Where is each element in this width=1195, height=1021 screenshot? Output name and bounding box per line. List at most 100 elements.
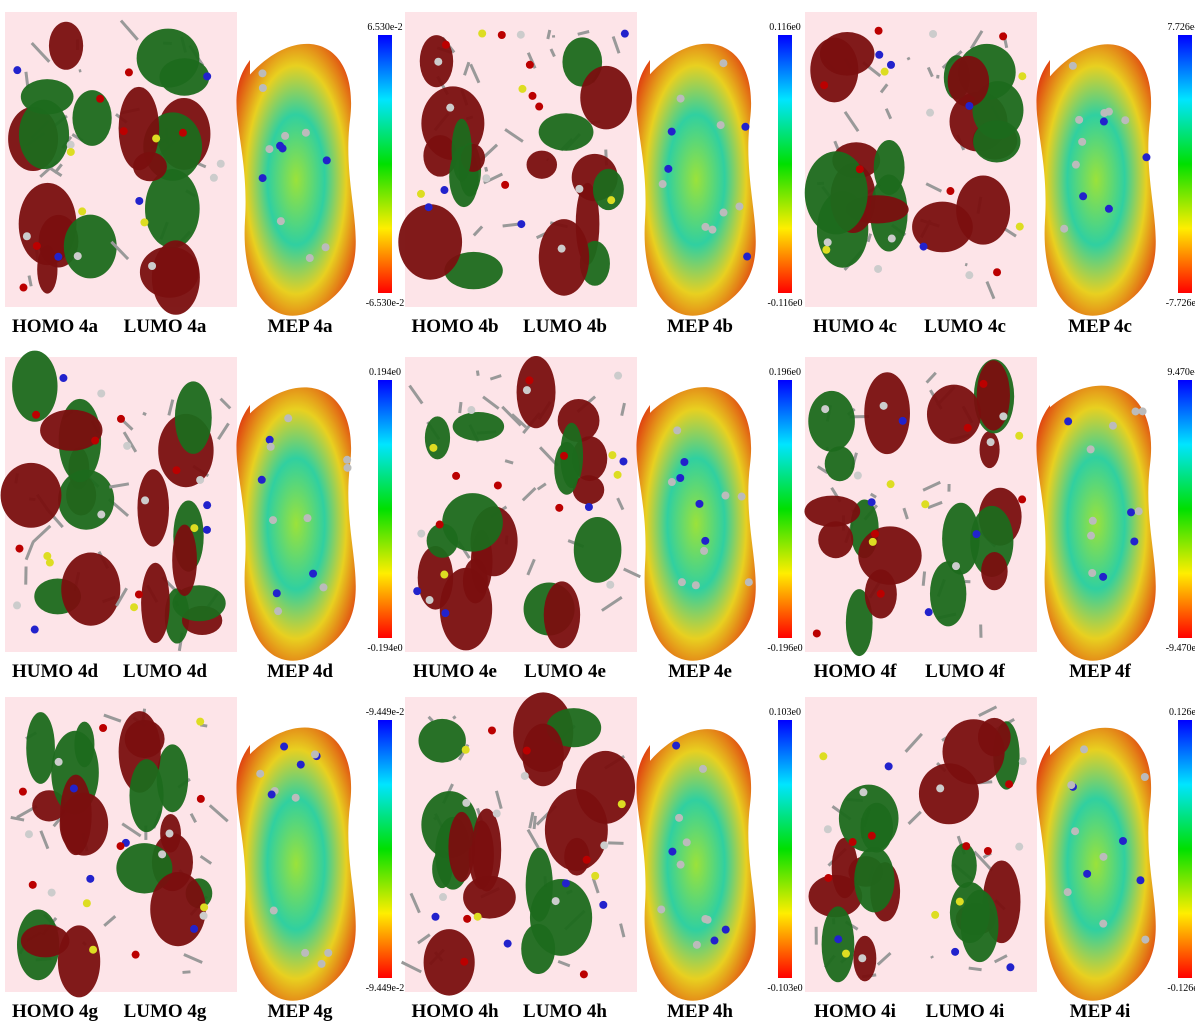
atom (482, 174, 490, 182)
atom (535, 103, 543, 111)
orbital-lobe (981, 552, 1008, 590)
orbital-lobe (854, 847, 894, 912)
atom (668, 478, 676, 486)
atom (1119, 837, 1127, 845)
atom (704, 916, 712, 924)
scale-max: 0.126e0 (1169, 707, 1195, 718)
mep-surface (236, 387, 355, 660)
bond (908, 57, 909, 59)
atom (952, 562, 960, 570)
atom (1088, 569, 1096, 577)
bond (548, 30, 550, 39)
atom (824, 238, 832, 246)
atom (1132, 407, 1140, 415)
atom (849, 838, 857, 846)
atom (426, 596, 434, 604)
atom (1079, 192, 1087, 200)
atom (678, 578, 686, 586)
scale-min: -0.194e0 (367, 643, 402, 654)
atom (517, 31, 525, 39)
atom (523, 747, 531, 755)
atom (270, 907, 278, 915)
atom (824, 825, 832, 833)
atom (13, 66, 21, 74)
atom (619, 457, 627, 465)
bond (460, 402, 461, 413)
atom (859, 788, 867, 796)
atom (319, 583, 327, 591)
atom (54, 253, 62, 261)
atom (965, 271, 973, 279)
atom (452, 472, 460, 480)
orbital-lobe (539, 113, 594, 151)
atom (441, 609, 449, 617)
atom (196, 718, 204, 726)
atom (462, 746, 470, 754)
atom (259, 174, 267, 182)
mep-image (236, 44, 355, 316)
orbital-lobe (175, 381, 212, 453)
atom (439, 893, 447, 901)
orbital-lobe (554, 442, 579, 495)
atom (868, 832, 876, 840)
atom (1087, 532, 1095, 540)
atom (488, 726, 496, 734)
lumo-label: LUMO 4h (523, 1001, 607, 1021)
atom (67, 148, 75, 156)
atom (140, 218, 148, 226)
mep-label: MEP 4b (667, 316, 733, 337)
atom (668, 128, 676, 136)
atom (280, 743, 288, 751)
orbital-lobe (1, 463, 62, 528)
atom (1015, 432, 1023, 440)
atom (1005, 780, 1013, 788)
atom (302, 129, 310, 137)
atom (720, 209, 728, 217)
homo-label: HUMO 4e (413, 661, 497, 682)
atom (19, 788, 27, 796)
atom (517, 220, 525, 228)
atom (856, 165, 864, 173)
atom (659, 180, 667, 188)
atom (309, 570, 317, 578)
color-bar (778, 720, 792, 978)
atom (925, 608, 933, 616)
atom (203, 501, 211, 509)
color-bar (378, 720, 392, 978)
atom (217, 160, 225, 168)
atom (1018, 72, 1026, 80)
orbital-lobe (133, 152, 167, 181)
bond (29, 276, 31, 287)
atom (284, 414, 292, 422)
atom (1142, 153, 1150, 161)
atom (1069, 62, 1077, 70)
atom (1141, 936, 1149, 944)
atom (1015, 843, 1023, 851)
atom (318, 960, 326, 968)
atom (710, 937, 718, 945)
atom (525, 376, 533, 384)
atom (474, 913, 482, 921)
orbital-lobe (822, 906, 855, 982)
color-bar (1178, 35, 1192, 293)
atom (1078, 138, 1086, 146)
atom (190, 524, 198, 532)
atom (467, 406, 475, 414)
atom (1064, 417, 1072, 425)
homo-label: HUMO 4c (813, 316, 897, 337)
atom (179, 129, 187, 137)
homo-label: HOMO 4g (12, 1001, 99, 1021)
orbital-lobe (37, 245, 57, 293)
orbital-lobe (150, 872, 206, 946)
atom (1127, 508, 1135, 516)
atom (462, 799, 470, 807)
orbital-lobe (517, 356, 556, 428)
atom (717, 121, 725, 129)
atom (463, 915, 471, 923)
bond (923, 572, 924, 586)
mep-image (1036, 386, 1155, 661)
atom (23, 232, 31, 240)
atom (824, 874, 832, 882)
atom (165, 830, 173, 838)
mep-surface (1036, 44, 1155, 315)
